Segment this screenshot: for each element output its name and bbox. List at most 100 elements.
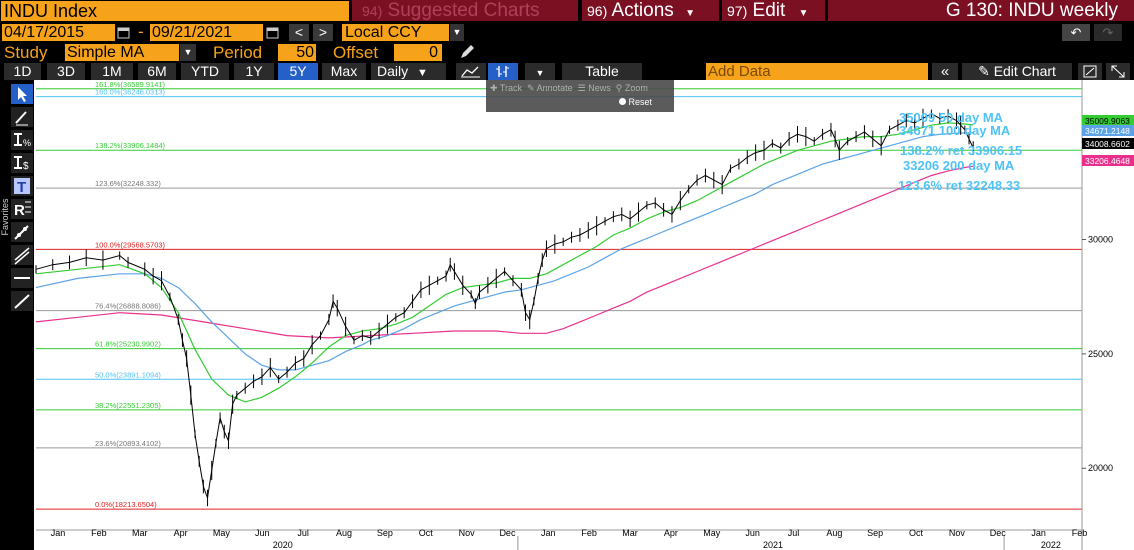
track-button[interactable]: ✚ Track	[490, 83, 523, 93]
edit-chart-button[interactable]: ✎ Edit Chart	[962, 63, 1072, 80]
study-label: Study	[4, 43, 48, 62]
x-month-label: Apr	[664, 528, 678, 538]
last-value-tag	[1082, 115, 1134, 126]
last-value-tag	[1082, 155, 1134, 166]
add-data-input[interactable]: Add Data	[706, 63, 928, 80]
x-month-label: Oct	[909, 528, 924, 538]
svg-text:%: %	[23, 138, 31, 148]
table-button[interactable]: Table	[562, 63, 642, 80]
x-year-label: 2021	[763, 540, 783, 550]
period-label: Period	[213, 43, 263, 62]
diagonal-line-icon[interactable]	[11, 291, 33, 311]
study-select[interactable]: Simple MA	[65, 44, 179, 61]
tab-5y[interactable]: 5Y	[278, 63, 318, 80]
date-separator: -	[138, 22, 144, 41]
next-period-button[interactable]: >	[313, 24, 333, 41]
trend-line-icon[interactable]	[11, 222, 33, 242]
last-value-label: 34671.2148	[1085, 126, 1130, 136]
actions-menu[interactable]: 96) Actions ▼	[582, 0, 719, 21]
svg-text:T: T	[17, 179, 26, 196]
calendar-icon[interactable]	[266, 24, 280, 41]
chevron-down-icon[interactable]: ▼	[450, 24, 464, 41]
bar-chart-icon[interactable]	[488, 63, 518, 80]
chevron-down-icon: ▼	[798, 8, 809, 19]
horizontal-line-icon[interactable]	[11, 268, 33, 288]
x-month-label: Jul	[788, 528, 800, 538]
expand-icon[interactable]	[1106, 63, 1130, 80]
x-month-label: Feb	[1072, 528, 1088, 538]
x-month-label: Dec	[499, 528, 516, 538]
chart-panel: 161.8%(36589.9141) 160.0%(36246.0313) 138.…	[0, 80, 1134, 550]
multi-line-icon[interactable]	[11, 245, 33, 265]
suggested-num: 94)	[362, 3, 383, 19]
redo-button[interactable]: ↷	[1094, 24, 1122, 41]
x-month-label: Apr	[174, 528, 188, 538]
tab-max[interactable]: Max	[322, 63, 366, 80]
start-date-field[interactable]: 04/17/2015	[2, 24, 115, 41]
x-year-label: 2020	[273, 540, 293, 550]
chart-popup-toolbar: ✚ Track ✎ Annotate ☰ News ⚲ Zoom Reset	[486, 80, 674, 112]
regression-icon[interactable]: R	[11, 199, 33, 219]
fib-level-label: 161.8%(36589.9141)	[95, 80, 166, 89]
prev-period-button[interactable]: <	[289, 24, 309, 41]
percent-change-icon[interactable]: %	[11, 130, 33, 150]
tab-1d[interactable]: 1D	[4, 63, 41, 80]
popup-items: ✚ Track ✎ Annotate ☰ News ⚲ Zoom	[490, 83, 648, 94]
cursor-icon[interactable]	[11, 84, 33, 104]
y-tick-label: 25000	[1088, 349, 1113, 359]
frequency-label: Daily	[377, 63, 409, 79]
tab-ytd[interactable]: YTD	[181, 63, 229, 80]
annotate-button[interactable]: ✎ Annotate	[527, 83, 573, 93]
x-month-label: Jul	[297, 528, 309, 538]
zoom-button[interactable]: ⚲ Zoom	[615, 83, 648, 93]
suggested-charts-menu[interactable]: 94) Suggested Charts	[352, 0, 578, 21]
fib-level-label: 160.0%(36246.0313)	[95, 88, 166, 97]
fib-level-label: 0.0%(18213.6504)	[95, 500, 157, 509]
currency-select[interactable]: Local CCY	[342, 24, 449, 41]
line-tool-icon[interactable]	[11, 107, 33, 127]
chart-settings-icon[interactable]	[1078, 63, 1102, 80]
news-button[interactable]: ☰ News	[577, 83, 611, 93]
x-month-label: Jan	[541, 528, 556, 538]
y-tick-label: 30000	[1088, 235, 1113, 245]
favorites-label: Favorites	[0, 198, 10, 236]
x-month-label: Aug	[336, 528, 352, 538]
offset-label: Offset	[333, 43, 379, 62]
tab-3d[interactable]: 3D	[47, 63, 85, 80]
last-value-label: 33206.4648	[1085, 156, 1130, 166]
edit-num: 97)	[727, 3, 748, 19]
chevron-down-icon[interactable]: ▼	[180, 44, 196, 61]
x-month-label: Jun	[745, 528, 760, 538]
text-tool-icon[interactable]: T	[11, 176, 33, 196]
period-input[interactable]: 50	[278, 44, 316, 61]
line-chart-icon[interactable]	[456, 63, 486, 80]
drawing-toolbar	[0, 80, 34, 550]
edit-menu[interactable]: 97) Edit ▼	[722, 0, 825, 21]
frequency-select[interactable]: Daily ▼	[371, 63, 446, 80]
chart-title: G 130: INDU weekly	[828, 0, 1134, 21]
end-date-field[interactable]: 09/21/2021	[150, 24, 263, 41]
tab-1m[interactable]: 1M	[91, 63, 133, 80]
tab-6m[interactable]: 6M	[138, 63, 176, 80]
offset-input[interactable]: 0	[394, 44, 442, 61]
dollar-change-icon[interactable]: $	[11, 153, 33, 173]
y-tick-label: 20000	[1088, 463, 1113, 473]
x-year-label: 2022	[1041, 540, 1061, 550]
reset-icon	[619, 98, 626, 105]
pencil-icon[interactable]	[458, 43, 476, 61]
chart-annotation: 138.2% ret 33906.15	[900, 143, 1022, 158]
x-month-label: Nov	[459, 528, 476, 538]
favorites-tab[interactable]: Favorites	[0, 188, 10, 248]
tab-1y[interactable]: 1Y	[234, 63, 274, 80]
x-month-label: Jan	[1031, 528, 1046, 538]
x-month-label: Sep	[867, 528, 883, 538]
calendar-icon[interactable]	[117, 24, 131, 41]
price-chart[interactable]: 161.8%(36589.9141)160.0%(36246.0313) 138.…	[0, 80, 1134, 550]
security-field[interactable]: INDU Index	[1, 1, 349, 21]
reset-button[interactable]: Reset	[619, 97, 652, 107]
undo-button[interactable]: ↶	[1062, 24, 1090, 41]
chevron-down-icon[interactable]: ▼	[525, 63, 555, 80]
collapse-icon[interactable]: «	[932, 63, 958, 80]
fib-level-label: 76.4%(26888.8086)	[95, 302, 161, 311]
ma100-line	[35, 132, 974, 371]
